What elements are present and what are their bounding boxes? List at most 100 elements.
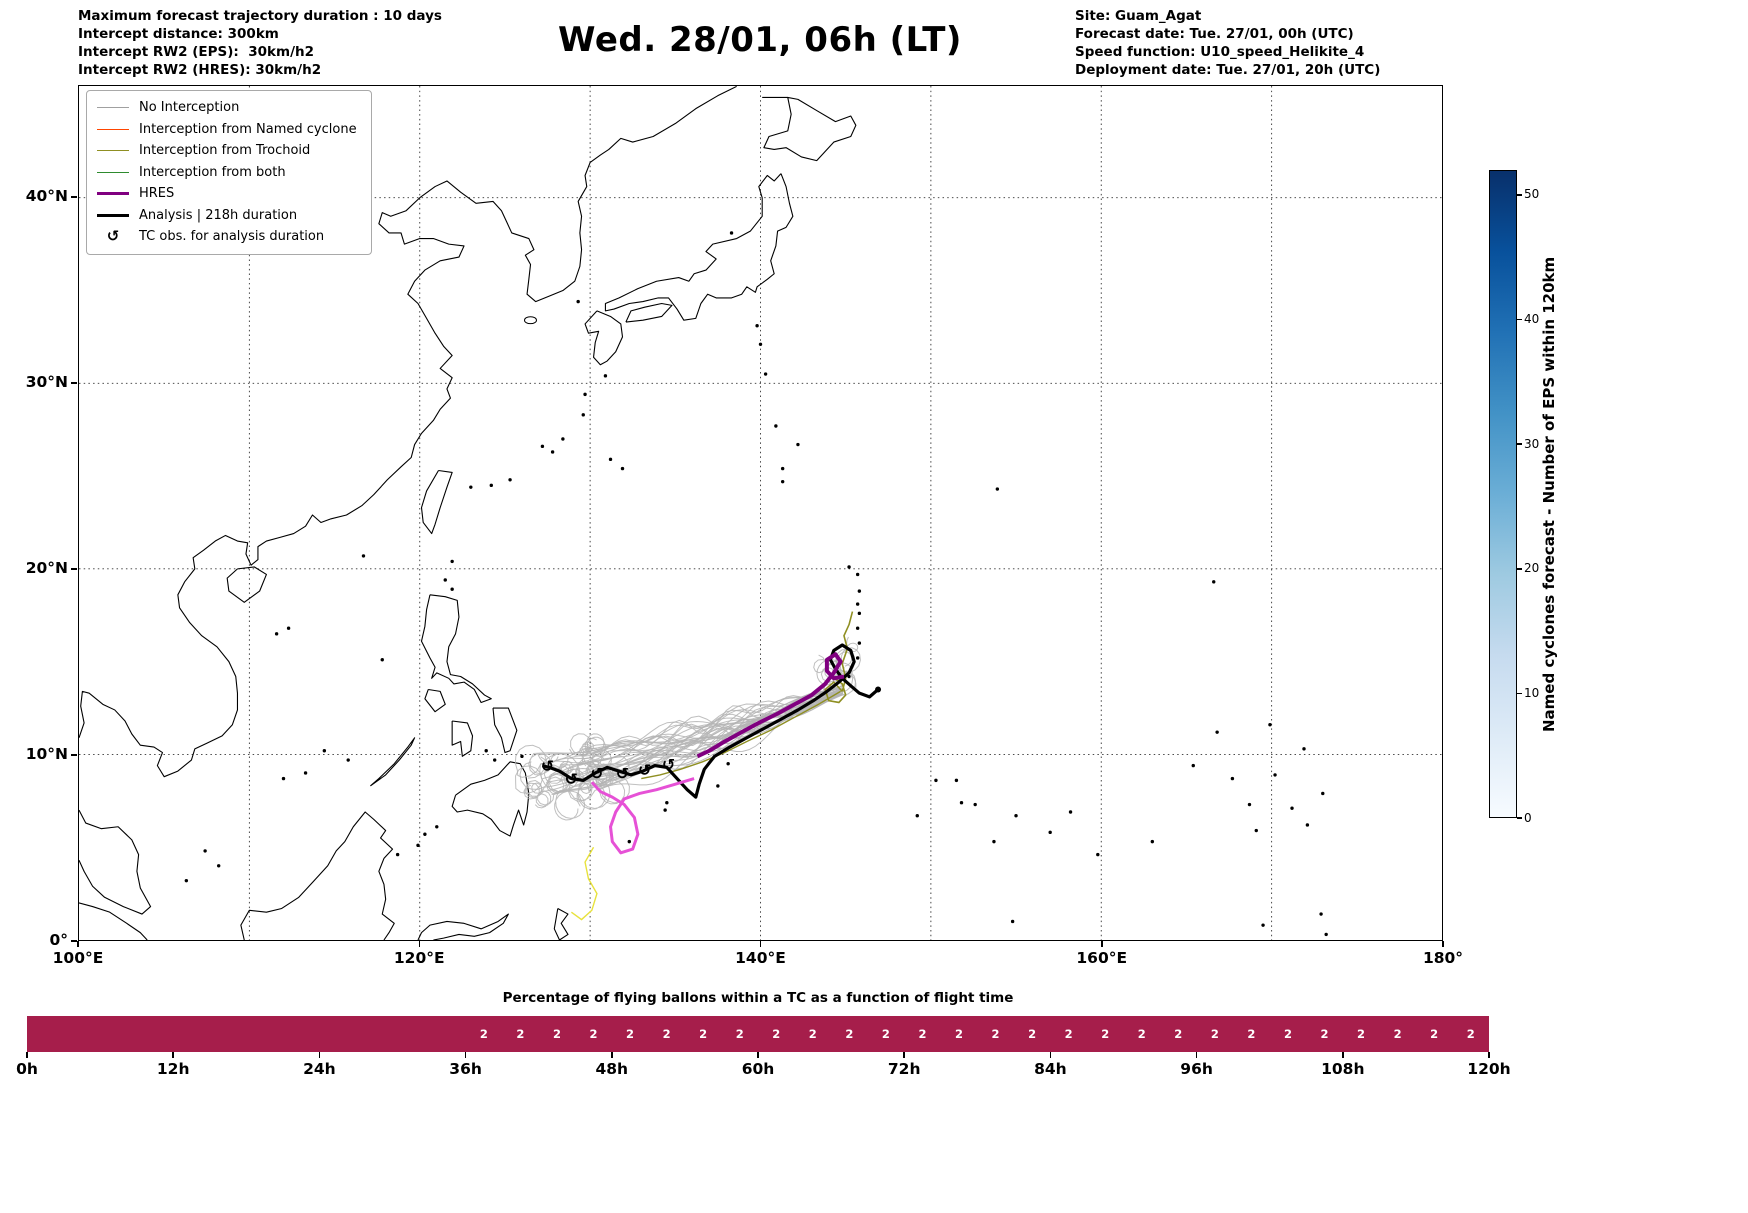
tc-obs-icon: ↺ xyxy=(590,764,603,783)
site-line: Site: Guam_Agat xyxy=(1075,8,1202,24)
legend-item: Interception from Trochoid xyxy=(97,142,357,160)
legend-item: Interception from Named cyclone xyxy=(97,121,357,139)
island-dot xyxy=(1014,813,1018,818)
legend-item-label: No Interception xyxy=(139,100,240,116)
island-dot xyxy=(380,658,384,662)
legend-item: No Interception xyxy=(97,99,357,117)
bar-value-label: 2 xyxy=(1357,1027,1366,1041)
colorbar-label: Named cyclones forecast - Number of EPS … xyxy=(1540,256,1558,732)
island-dot xyxy=(620,466,625,471)
bar-value-label: 2 xyxy=(699,1027,708,1041)
speed-function-line: Speed function: U10_speed_Helikite_4 xyxy=(1075,44,1365,61)
bottom-axis-tickmark xyxy=(903,1052,905,1058)
legend-line-sample xyxy=(97,171,129,173)
island-dot xyxy=(1319,912,1323,916)
bottom-axis-tickmark xyxy=(1049,1052,1052,1058)
island-dot xyxy=(1150,839,1155,844)
island-dot xyxy=(361,554,366,558)
run-parameters: Maximum forecast trajectory duration : 1… xyxy=(78,7,442,79)
x-axis-tick-label: 140°E xyxy=(735,949,786,967)
colorbar-tickmark xyxy=(1517,692,1522,695)
island-dot xyxy=(726,762,730,766)
colorbar-tick-label: 40 xyxy=(1524,312,1540,327)
island-dot xyxy=(857,589,862,593)
island-dot xyxy=(303,771,308,775)
island-dot xyxy=(1096,852,1100,857)
island-dot xyxy=(492,758,497,762)
bottom-axis-tick-label: 72h xyxy=(887,1060,921,1078)
legend-item: ↺ TC obs. for analysis duration xyxy=(97,228,357,246)
cheju-island-outline xyxy=(524,316,537,325)
intercept-rw2-eps-line: Intercept RW2 (EPS): 30km/h2 xyxy=(78,44,314,61)
colorbar-tickmark xyxy=(1517,443,1522,445)
coastline xyxy=(424,688,446,713)
island-dot xyxy=(423,832,427,836)
bottom-axis-tickmark xyxy=(318,1052,321,1058)
bar-value-label: 2 xyxy=(1174,1027,1183,1041)
island-dot xyxy=(959,801,964,805)
coastline xyxy=(604,173,794,321)
legend-item-label: TC obs. for analysis duration xyxy=(139,229,325,245)
island-dot xyxy=(1268,723,1272,727)
bottom-axis-tick-label: 108h xyxy=(1321,1060,1365,1078)
bottom-axis-tickmark xyxy=(1195,1052,1198,1058)
island-dot xyxy=(416,843,420,848)
legend-line-sample xyxy=(97,128,129,130)
coastline xyxy=(79,86,737,778)
legend-item: Analysis | 218h duration xyxy=(97,207,357,225)
y-axis-tick-label: 10°N xyxy=(25,744,68,763)
map-panel: ↺ ↺ ↺ ↺ ↺ ↺ No Interception Interception from … xyxy=(78,85,1443,941)
bottom-axis-tickmark xyxy=(611,1052,613,1058)
bar-value-label: 2 xyxy=(772,1027,781,1041)
island-dot xyxy=(847,565,851,569)
island-dot xyxy=(322,749,327,753)
x-axis-tick-label: 160°E xyxy=(1076,949,1128,967)
tc-obs-icon: ↺ xyxy=(662,755,675,774)
island-dot xyxy=(934,778,938,783)
island-dot xyxy=(576,299,580,304)
forecast-date-line: Forecast date: Tue. 27/01, 00h (UTC) xyxy=(1075,26,1354,43)
coastline xyxy=(492,707,518,754)
y-axis-tickmark xyxy=(71,382,77,384)
bar-value-label: 2 xyxy=(1210,1027,1219,1041)
coastline xyxy=(553,907,569,940)
bar-value-label: 2 xyxy=(1393,1027,1402,1041)
x-axis-tickmark xyxy=(77,941,79,947)
y-axis-tickmark xyxy=(71,940,77,942)
bottom-axis-tick-label: 120h xyxy=(1467,1060,1511,1078)
coastline xyxy=(420,594,492,704)
island-dot xyxy=(1302,747,1306,751)
hres-track xyxy=(696,652,845,759)
bottom-axis-tick-label: 0h xyxy=(16,1060,38,1078)
bar-value-label: 2 xyxy=(662,1027,671,1041)
island-dot xyxy=(608,457,613,462)
island-dot xyxy=(755,324,759,328)
island-dot xyxy=(855,656,860,660)
island-dot xyxy=(443,578,447,582)
intercept-distance-line: Intercept distance: 300km xyxy=(78,26,279,43)
colorbar-tickmark xyxy=(1517,817,1522,819)
yellow-track xyxy=(570,846,598,921)
island-dot xyxy=(450,587,454,591)
island-dot xyxy=(274,632,279,636)
ensemble-track xyxy=(550,686,841,769)
island-dot xyxy=(954,778,959,783)
island-dot xyxy=(281,776,286,781)
island-dot xyxy=(395,852,400,857)
island-dot xyxy=(729,231,734,235)
island-dot xyxy=(450,559,454,564)
bottom-axis-tick-label: 48h xyxy=(595,1060,629,1078)
y-axis-tickmark xyxy=(71,196,77,198)
colorbar-tickmark xyxy=(1517,194,1522,196)
bar-value-label: 2 xyxy=(991,1027,1000,1041)
coastline xyxy=(370,737,416,787)
bar-value-label: 2 xyxy=(589,1027,598,1041)
island-dot xyxy=(758,342,763,346)
ensemble-track xyxy=(534,692,840,809)
coastline xyxy=(762,96,857,162)
legend-item-label: Analysis | 218h duration xyxy=(139,207,298,223)
island-dot xyxy=(184,878,189,883)
island-dot xyxy=(1324,932,1328,937)
colorbar-tickmark xyxy=(1517,568,1522,570)
